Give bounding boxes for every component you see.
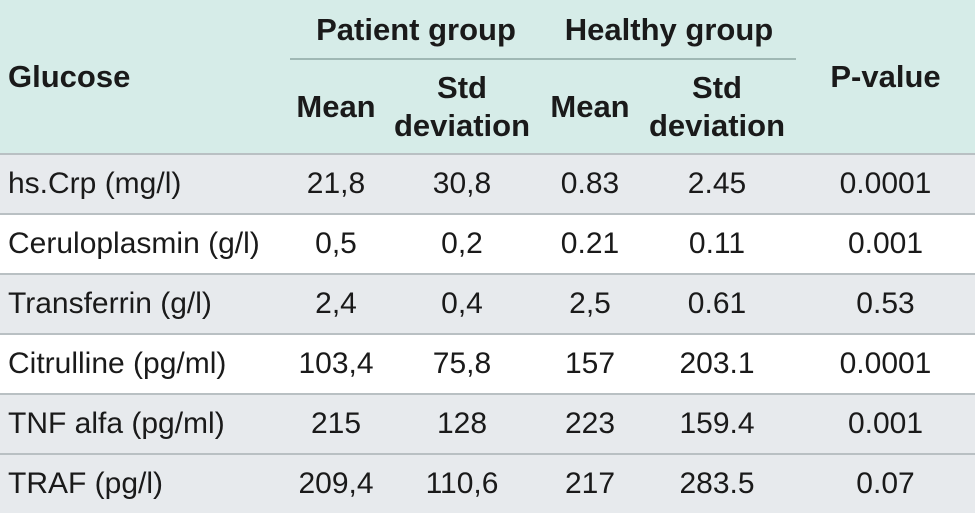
healthy-std-cell: 159.4: [638, 393, 796, 454]
patient-std-cell: 110,6: [382, 453, 542, 513]
patient-group-label: Patient group: [316, 12, 516, 47]
healthy-mean-cell: 0.21: [542, 213, 638, 274]
pvalue-cell: 0.07: [796, 453, 975, 513]
table-body: hs.Crp (mg/l) 21,8 30,8 0.83 2.45 0.0001…: [0, 153, 975, 513]
healthy-mean-cell: 223: [542, 393, 638, 454]
patient-mean-cell: 209,4: [290, 453, 382, 513]
healthy-group-header: Healthy group: [542, 0, 796, 60]
row-label-header: Glucose: [8, 58, 131, 94]
pvalue-header: P-value: [830, 58, 941, 94]
table-row: TRAF (pg/l) 209,4 110,6 217 283.5 0.07: [0, 453, 975, 513]
table-row: hs.Crp (mg/l) 21,8 30,8 0.83 2.45 0.0001: [0, 153, 975, 214]
patient-std-cell: 0,2: [382, 213, 542, 274]
healthy-std-cell: 203.1: [638, 333, 796, 394]
patient-mean-cell: 0,5: [290, 213, 382, 274]
std-label-line1: Std: [692, 69, 742, 105]
pvalue-cell: 0.0001: [796, 333, 975, 394]
healthy-mean-cell: 217: [542, 453, 638, 513]
patient-std-cell: 30,8: [382, 153, 542, 214]
patient-std-header: Std deviation: [382, 60, 542, 154]
healthy-std-cell: 283.5: [638, 453, 796, 513]
table-row: TNF alfa (pg/ml) 215 128 223 159.4 0.001: [0, 393, 975, 454]
healthy-group-label: Healthy group: [564, 12, 774, 47]
table-row: Ceruloplasmin (g/l) 0,5 0,2 0.21 0.11 0.…: [0, 213, 975, 274]
row-name: Citrulline (pg/ml): [0, 333, 290, 394]
std-label-line2: deviation: [393, 107, 531, 143]
table-row: Citrulline (pg/ml) 103,4 75,8 157 203.1 …: [0, 333, 975, 394]
healthy-std-cell: 0.61: [638, 273, 796, 334]
patient-std-cell: 75,8: [382, 333, 542, 394]
std-label-line2: deviation: [648, 107, 786, 143]
healthy-std-header: Std deviation: [638, 60, 796, 154]
pvalue-cell: 0.001: [796, 393, 975, 454]
table-row: Transferrin (g/l) 2,4 0,4 2,5 0.61 0.53: [0, 273, 975, 334]
patient-std-cell: 128: [382, 393, 542, 454]
pvalue-cell: 0.001: [796, 213, 975, 274]
patient-mean-cell: 21,8: [290, 153, 382, 214]
row-name: TNF alfa (pg/ml): [0, 393, 290, 454]
patient-std-cell: 0,4: [382, 273, 542, 334]
patient-mean-cell: 215: [290, 393, 382, 454]
pvalue-cell: 0.0001: [796, 153, 975, 214]
row-name: Transferrin (g/l): [0, 273, 290, 334]
pvalue-cell: 0.53: [796, 273, 975, 334]
patient-mean-cell: 103,4: [290, 333, 382, 394]
std-label-line1: Std: [437, 69, 487, 105]
group-divider: [290, 58, 542, 60]
row-name: TRAF (pg/l): [0, 453, 290, 513]
healthy-std-cell: 2.45: [638, 153, 796, 214]
group-divider: [542, 58, 796, 60]
table-header: Glucose Patient group Healthy group P-va…: [0, 0, 975, 154]
patient-group-header: Patient group: [290, 0, 542, 60]
row-name: hs.Crp (mg/l): [0, 153, 290, 214]
patient-mean-header: Mean: [296, 88, 376, 124]
healthy-mean-cell: 2,5: [542, 273, 638, 334]
healthy-std-cell: 0.11: [638, 213, 796, 274]
healthy-mean-cell: 0.83: [542, 153, 638, 214]
row-name: Ceruloplasmin (g/l): [0, 213, 290, 274]
patient-mean-cell: 2,4: [290, 273, 382, 334]
healthy-mean-header: Mean: [550, 88, 630, 124]
healthy-mean-cell: 157: [542, 333, 638, 394]
